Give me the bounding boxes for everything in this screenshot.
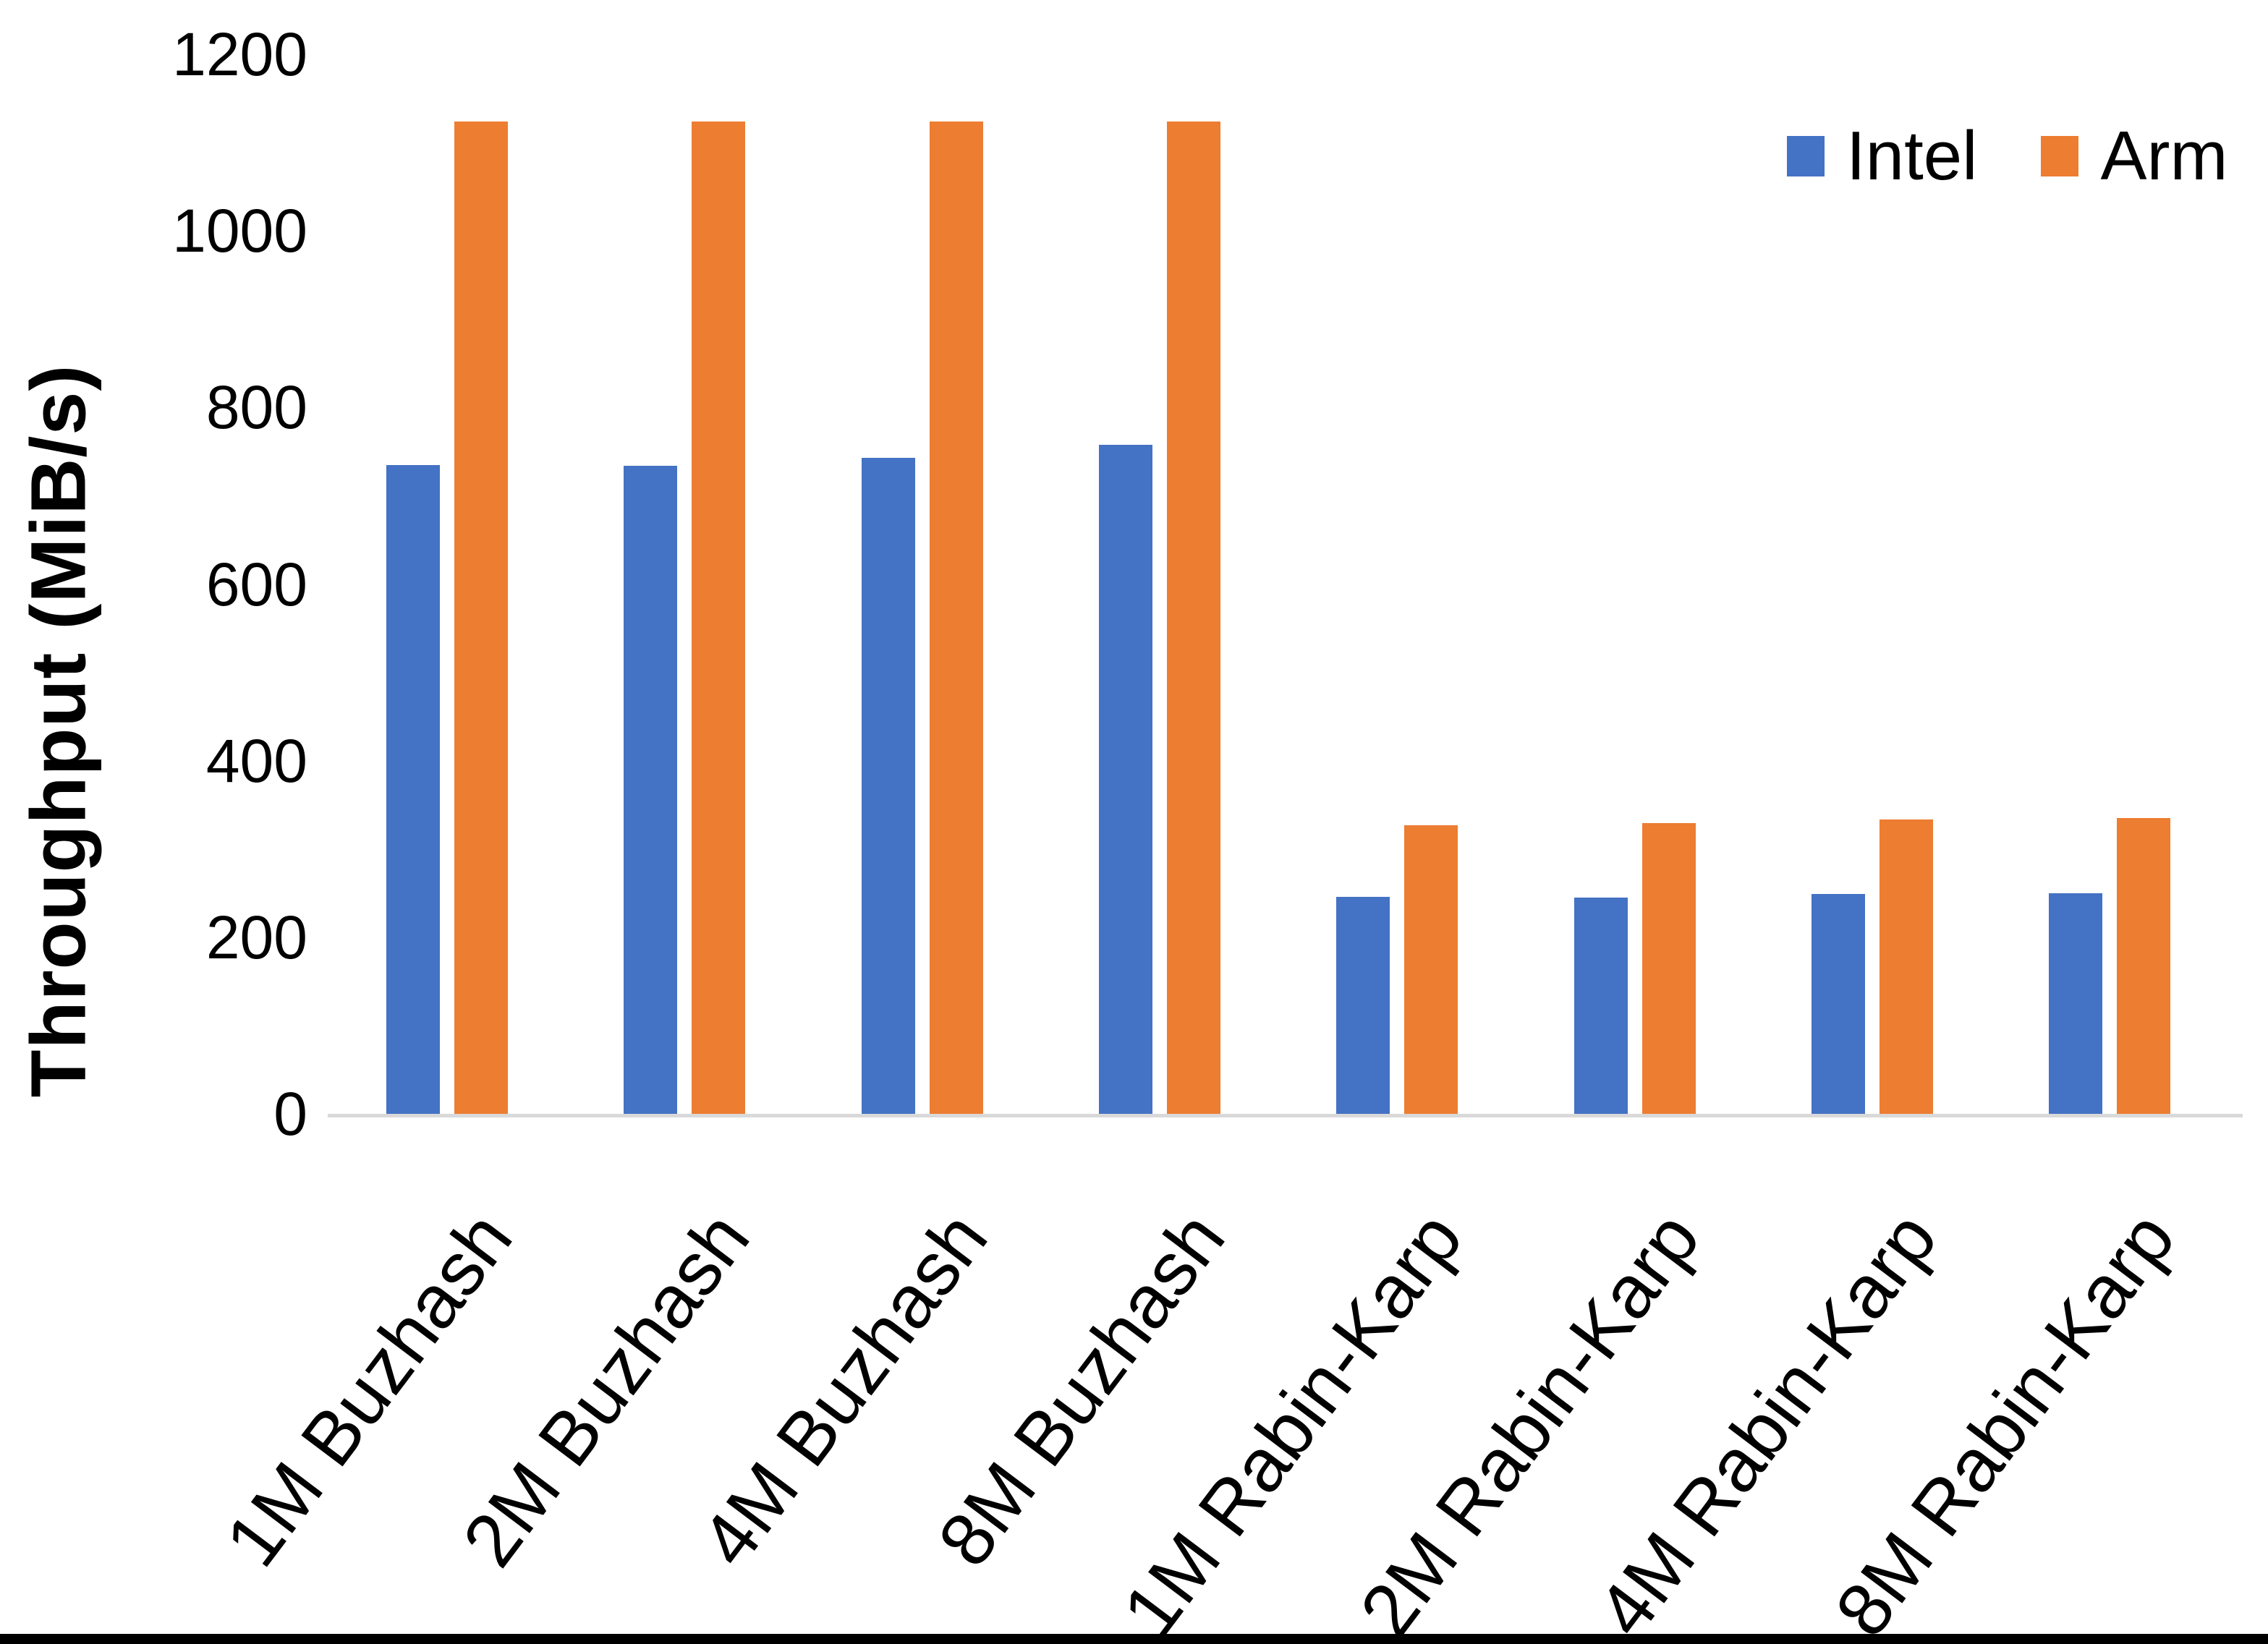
bar-arm-2m-buzhash bbox=[692, 121, 746, 1114]
bar-intel-2m-buzhash bbox=[624, 465, 678, 1114]
x-axis-line bbox=[328, 1114, 2243, 1117]
legend-label-arm: Arm bbox=[2100, 117, 2228, 195]
bar-arm-4m-rabin-karp bbox=[1879, 819, 1933, 1114]
y-tick-label-1000: 1000 bbox=[172, 197, 307, 265]
bar-intel-4m-rabin-karp bbox=[1811, 894, 1865, 1114]
legend: Intel Arm bbox=[1787, 122, 2227, 191]
bar-arm-1m-rabin-karp bbox=[1404, 825, 1458, 1114]
y-tick-label-800: 800 bbox=[205, 373, 307, 442]
bar-arm-4m-buzhash bbox=[929, 121, 983, 1114]
y-tick-label-0: 0 bbox=[273, 1080, 307, 1148]
bar-arm-8m-rabin-karp bbox=[2117, 818, 2171, 1114]
legend-swatch-arm bbox=[2041, 136, 2079, 176]
y-tick-label-200: 200 bbox=[205, 903, 307, 971]
bar-arm-8m-buzhash bbox=[1166, 121, 1220, 1114]
legend-item-intel: Intel bbox=[1787, 122, 1977, 191]
legend-item-arm: Arm bbox=[2041, 122, 2227, 191]
y-tick-label-400: 400 bbox=[205, 726, 307, 795]
y-tick-label-1200: 1200 bbox=[172, 20, 307, 88]
bar-intel-8m-buzhash bbox=[1098, 444, 1152, 1114]
bar-intel-4m-buzhash bbox=[861, 457, 915, 1114]
bar-intel-1m-rabin-karp bbox=[1336, 896, 1390, 1114]
legend-label-intel: Intel bbox=[1846, 117, 1978, 195]
legend-swatch-intel bbox=[1787, 136, 1825, 176]
bar-arm-2m-rabin-karp bbox=[1641, 823, 1696, 1114]
bar-intel-1m-buzhash bbox=[386, 464, 440, 1114]
bottom-border bbox=[0, 1634, 2268, 1644]
bar-arm-1m-buzhash bbox=[454, 121, 508, 1114]
bar-intel-8m-rabin-karp bbox=[2049, 893, 2103, 1114]
bar-intel-2m-rabin-karp bbox=[1573, 897, 1628, 1114]
y-tick-label-600: 600 bbox=[205, 550, 307, 618]
